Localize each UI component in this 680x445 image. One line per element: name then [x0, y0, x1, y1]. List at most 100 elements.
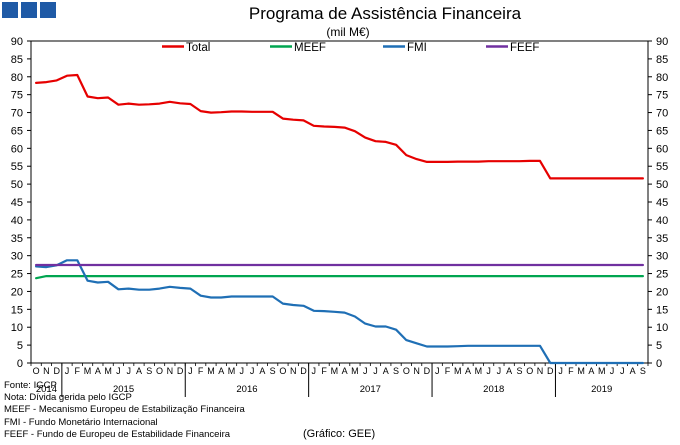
plot-area	[30, 40, 649, 364]
x-month-label: O	[156, 366, 163, 376]
y-tick-label-left: 35	[11, 233, 23, 245]
x-month-label: O	[279, 366, 286, 376]
y-tick-label-left: 20	[11, 286, 23, 298]
x-month-label: S	[146, 366, 152, 376]
chart-notes: Fonte: IGCP Nota: Dívida gerida pelo IGC…	[4, 380, 245, 441]
y-tick-label-right: 5	[656, 340, 662, 352]
x-month-label: N	[413, 366, 420, 376]
x-month-label: A	[465, 366, 471, 376]
y-tick-label-right: 80	[656, 72, 668, 84]
y-tick-label-left: 5	[17, 340, 23, 352]
x-month-label: N	[167, 366, 174, 376]
x-month-label: D	[177, 366, 184, 376]
y-tick-label-left: 45	[11, 197, 23, 209]
x-month-label: A	[342, 366, 348, 376]
logo-square	[2, 2, 18, 18]
x-month-label: J	[620, 366, 625, 376]
x-month-label: A	[218, 366, 224, 376]
x-month-label: F	[568, 366, 574, 376]
series-line-meef	[34, 275, 645, 280]
x-month-label: M	[84, 366, 92, 376]
y-tick-label-left: 0	[17, 358, 23, 370]
x-month-label: A	[506, 366, 512, 376]
y-tick-label-right: 20	[656, 286, 668, 298]
x-month-label: M	[228, 366, 236, 376]
x-month-label: M	[577, 366, 585, 376]
x-month-label: A	[588, 366, 594, 376]
x-month-label: M	[331, 366, 339, 376]
y-tick-label-left: 40	[11, 215, 23, 227]
x-month-label: J	[558, 366, 563, 376]
series-line-total	[34, 73, 645, 180]
x-month-label: F	[445, 366, 451, 376]
series-line-fmi	[34, 259, 645, 365]
x-month-label: M	[351, 366, 359, 376]
y-tick-label-left: 50	[11, 179, 23, 191]
x-month-label: J	[373, 366, 378, 376]
x-month-label: F	[198, 366, 204, 376]
y-tick-label-right: 65	[656, 125, 668, 137]
x-month-label: J	[486, 366, 491, 376]
x-month-label: N	[43, 366, 50, 376]
y-tick-label-right: 75	[656, 90, 668, 102]
x-month-label: O	[403, 366, 410, 376]
y-tick-label-right: 30	[656, 251, 668, 263]
x-month-label: S	[516, 366, 522, 376]
legend-label-meef: MEEF	[294, 42, 326, 54]
x-month-label: D	[53, 366, 60, 376]
y-tick-label-left: 90	[11, 36, 23, 48]
x-year-label: 2018	[483, 384, 504, 395]
x-month-label: S	[270, 366, 276, 376]
y-tick-label-right: 0	[656, 358, 662, 370]
x-month-label: S	[640, 366, 646, 376]
x-month-label: M	[475, 366, 483, 376]
x-month-label: O	[526, 366, 533, 376]
legend-label-feef: FEEF	[510, 42, 539, 54]
x-month-label: D	[547, 366, 554, 376]
logo-square	[21, 2, 37, 18]
y-tick-label-left: 60	[11, 143, 23, 155]
chart-subtitle: (mil M€)	[326, 25, 370, 39]
logo-square	[40, 2, 56, 18]
x-month-label: J	[188, 366, 193, 376]
x-month-label: M	[207, 366, 215, 376]
x-month-label: J	[65, 366, 70, 376]
x-month-label: A	[95, 366, 101, 376]
note-feef: FEEF - Fundo de Europeu de Estabilidade …	[4, 428, 231, 440]
x-month-label: D	[300, 366, 307, 376]
y-tick-label-right: 50	[656, 179, 668, 191]
note-debt: Nota: Dívida gerida pelo IGCP	[4, 392, 132, 404]
chart-credit: (Gráfico: GEE)	[303, 428, 376, 440]
y-tick-label-left: 55	[11, 161, 23, 173]
logo	[2, 2, 56, 18]
x-month-label: J	[610, 366, 615, 376]
y-tick-label-right: 85	[656, 54, 668, 66]
x-month-label: D	[424, 366, 431, 376]
y-tick-label-right: 15	[656, 304, 668, 316]
y-tick-label-left: 80	[11, 72, 23, 84]
legend-label-fmi: FMI	[407, 42, 427, 54]
y-tick-label-left: 75	[11, 90, 23, 102]
x-year-label: 2015	[113, 384, 134, 395]
x-month-label: J	[363, 366, 368, 376]
y-tick-label-right: 55	[656, 161, 668, 173]
note-meef: MEEF - Mecanismo Europeu de Estabilizaçã…	[4, 404, 245, 416]
x-month-label: M	[104, 366, 112, 376]
note-fmi: FMI - Fundo Monetário Internacional	[4, 416, 158, 428]
x-month-label: J	[435, 366, 440, 376]
x-month-label: F	[75, 366, 81, 376]
x-month-label: A	[383, 366, 389, 376]
y-tick-label-left: 85	[11, 54, 23, 66]
y-tick-label-right: 90	[656, 36, 668, 48]
legend-label-total: Total	[186, 42, 210, 54]
x-month-label: M	[454, 366, 462, 376]
y-tick-label-left: 65	[11, 125, 23, 137]
x-month-label: O	[33, 366, 40, 376]
x-month-label: J	[312, 366, 317, 376]
y-tick-label-left: 10	[11, 322, 23, 334]
y-tick-label-right: 70	[656, 108, 668, 120]
x-month-label: F	[321, 366, 327, 376]
chart-title: Programa de Assistência Financeira	[248, 4, 522, 23]
y-tick-label-left: 70	[11, 108, 23, 120]
